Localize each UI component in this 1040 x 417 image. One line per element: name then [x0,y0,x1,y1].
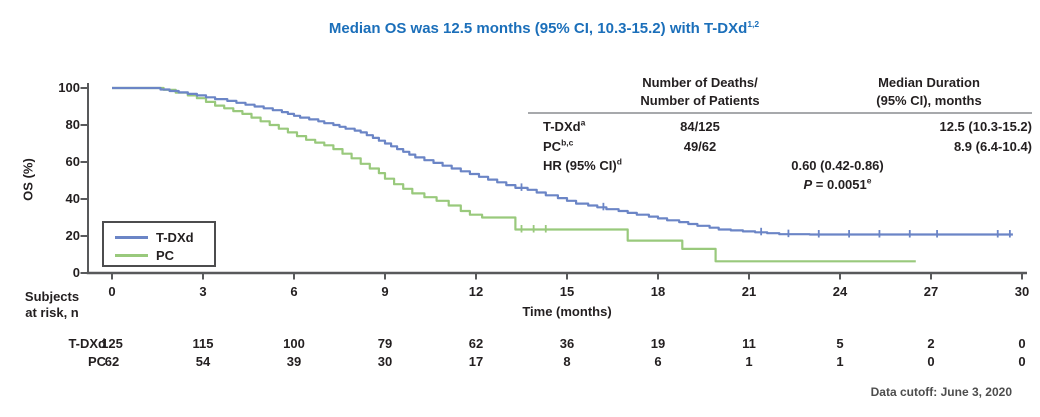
x-tick-label: 24 [832,284,848,299]
at-risk-row-label-tdxd: T-DXd [68,336,106,351]
at-risk-value-t-dxd: 19 [650,336,666,351]
at-risk-value-pc: 0 [1018,354,1026,369]
at-risk-value-pc: 8 [563,354,571,369]
p-value: = 0.0051 [812,177,867,192]
x-tick-label: 9 [381,284,389,299]
figure-title-superscript: 1,2 [747,19,760,29]
at-risk-value-pc: 39 [286,354,302,369]
tdxd-median-value: 12.5 (10.3-15.2) [939,119,1032,134]
at-risk-value-t-dxd: 100 [283,336,305,351]
median-header-line1: Median Duration [878,75,980,90]
median-header-line2: (95% CI), months [876,93,982,108]
legend-label-pc: PC [156,247,175,263]
figure-title: Median OS was 12.5 months (95% CI, 10.3-… [160,20,928,37]
at-risk-value-t-dxd: 36 [559,336,575,351]
median-column-header: Median Duration (95% CI), months [826,74,1032,110]
x-axis-label: Time (months) [522,304,612,319]
y-tick-label: 80 [65,117,80,132]
at-risk-value-t-dxd: 79 [377,336,393,351]
at-risk-value-t-dxd: 125 [101,336,123,351]
at-risk-title-line2: at risk, n [25,305,79,320]
x-tick-label: 27 [923,284,939,299]
km-curve-t-dxd [112,86,1013,236]
at-risk-value-t-dxd: 11 [742,336,756,351]
at-risk-value-pc: 30 [377,354,393,369]
y-tick-label: 20 [65,228,80,243]
legend-entry-tdxd: T-DXd [115,228,214,246]
y-tick-label: 0 [72,265,80,280]
x-tick-label: 12 [468,284,484,299]
tdxd-deaths-value: 84/125 [680,119,720,134]
data-cutoff-note: Data cutoff: June 3, 2020 [870,385,1012,399]
at-risk-row-label-pc: PC [87,354,106,369]
at-risk-value-pc: 54 [195,354,211,369]
legend-label-tdxd: T-DXd [156,229,194,245]
hr-value: 0.60 (0.42-0.86) [791,158,884,173]
figure-title-text: Median OS was 12.5 months (95% CI, 10.3-… [328,20,748,37]
x-tick-label: 0 [108,284,116,299]
deaths-header-line1: Number of Deaths/ [642,75,758,90]
at-risk-value-t-dxd: 5 [836,336,844,351]
at-risk-value-t-dxd: 0 [1018,336,1026,351]
km-curve-pc [112,86,916,263]
p-superscript: e [866,175,872,186]
at-risk-value-pc: 1 [745,354,753,369]
hr-row-label: HR (95% CI)d [543,156,622,173]
legend: T-DXd PC [102,221,216,267]
y-tick-label: 40 [65,191,80,206]
x-tick-label: 18 [650,284,666,299]
at-risk-value-pc: 17 [468,354,484,369]
deaths-column-header: Number of Deaths/ Number of Patients [596,74,804,110]
tdxd-line-swatch [115,235,148,239]
x-tick-label: 3 [199,284,207,299]
deaths-header-line2: Number of Patients [640,93,760,108]
table-header-rule [528,112,1032,114]
at-risk-value-pc: 1 [836,354,844,369]
y-axis-label: OS (%) [20,158,36,201]
pc-deaths-value: 49/62 [683,139,717,154]
at-risk-value-pc: 62 [104,354,120,369]
at-risk-value-t-dxd: 2 [927,336,935,351]
pc-median-value: 8.9 (6.4-10.4) [953,139,1032,154]
p-symbol: P [803,177,813,192]
p-value-line: P = 0.0051e [645,175,1030,192]
pc-row-label: PCb,c [543,137,574,154]
at-risk-value-pc: 0 [927,354,935,369]
x-tick-label: 30 [1014,284,1030,299]
tdxd-row-label: T-DXda [543,117,586,134]
y-tick-label: 100 [58,80,80,95]
y-tick-label: 60 [65,154,80,169]
at-risk-value-pc: 6 [654,354,662,369]
at-risk-title-line1: Subjects [24,289,80,304]
at-risk-value-t-dxd: 62 [468,336,484,351]
x-tick-label: 15 [559,284,575,299]
x-tick-label: 6 [290,284,298,299]
x-tick-label: 21 [741,284,757,299]
pc-line-swatch [115,253,148,257]
at-risk-value-t-dxd: 115 [192,336,214,351]
legend-entry-pc: PC [115,246,214,264]
